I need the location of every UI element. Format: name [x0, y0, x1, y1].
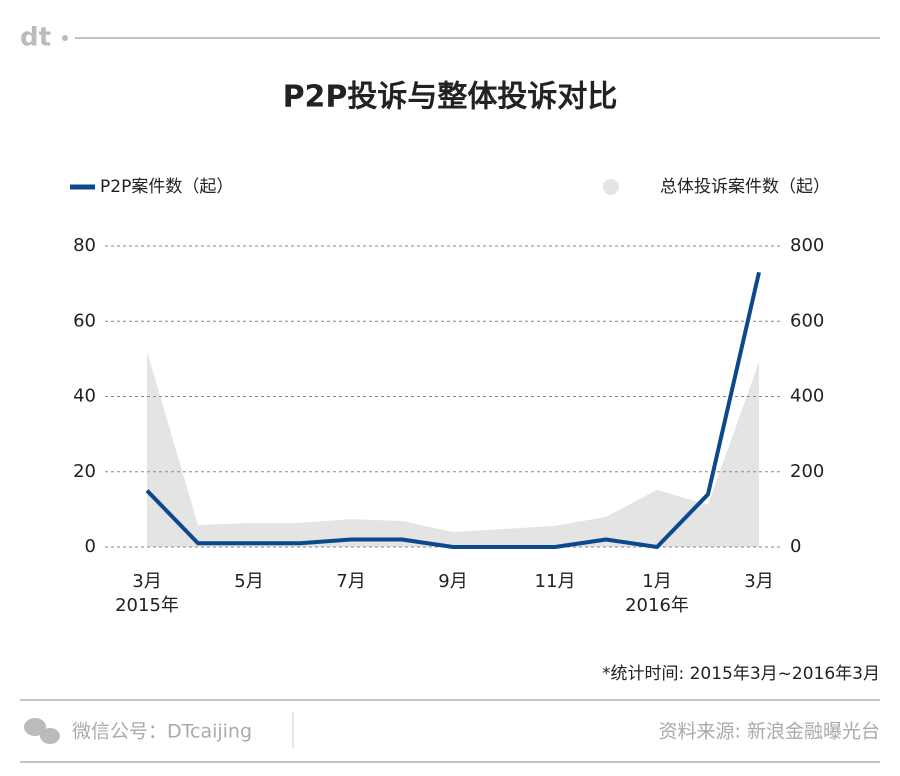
x-tick-label: 5月 [234, 571, 263, 592]
y2-tick-label: 0 [790, 536, 801, 557]
y-tick-label: 60 [73, 310, 96, 331]
y2-tick-label: 200 [790, 461, 824, 482]
y-tick-label: 40 [73, 386, 96, 407]
line [145, 271, 761, 549]
logo-dot [62, 35, 68, 41]
x-tick-label: 9月 [438, 571, 467, 592]
x-tick-sublabel: 2016年 [625, 595, 689, 616]
x-tick-label: 3月 [744, 571, 773, 592]
y-tick-label: 0 [85, 536, 96, 557]
y2-tick-label: 800 [790, 235, 824, 256]
y-tick-label: 20 [73, 461, 96, 482]
footer-account: 微信公号：DTcaijing [72, 721, 252, 743]
wechat-icon [24, 718, 60, 744]
y2-tick-label: 400 [790, 386, 824, 407]
area [147, 351, 759, 547]
logo: dt [20, 23, 51, 53]
legend-label: 总体投诉案件数（起） [660, 177, 830, 197]
footer-source: 资料来源: 新浪金融曝光台 [659, 721, 880, 743]
x-tick-label: 3月 [132, 571, 161, 592]
x-tick-sublabel: 2015年 [115, 595, 179, 616]
x-tick-label: 11月 [535, 571, 576, 592]
y2-tick-label: 600 [790, 310, 824, 331]
x-tick-label: 7月 [336, 571, 365, 592]
legend-swatch [603, 179, 619, 195]
x-tick-label: 1月 [642, 571, 671, 592]
legend-label: P2P案件数（起） [100, 177, 233, 197]
chart-title: P2P投诉与整体投诉对比 [283, 80, 618, 115]
y-tick-label: 80 [73, 235, 96, 256]
note: *统计时间: 2015年3月~2016年3月 [602, 664, 880, 684]
